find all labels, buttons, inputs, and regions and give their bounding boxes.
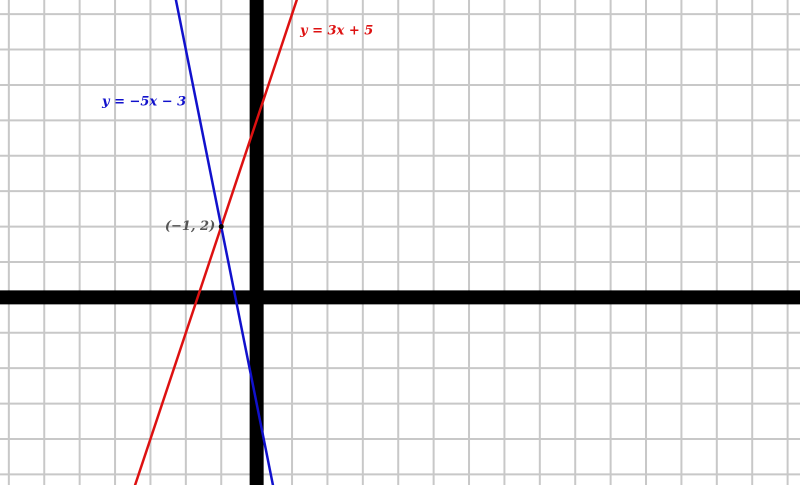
intersection-point	[218, 224, 224, 230]
point-label: (−1, 2)	[165, 219, 215, 234]
series-label: y = 3x + 5	[299, 24, 373, 39]
series-label: y = −5x − 3	[101, 95, 186, 110]
series-line	[133, 0, 299, 485]
series-line	[174, 0, 275, 485]
